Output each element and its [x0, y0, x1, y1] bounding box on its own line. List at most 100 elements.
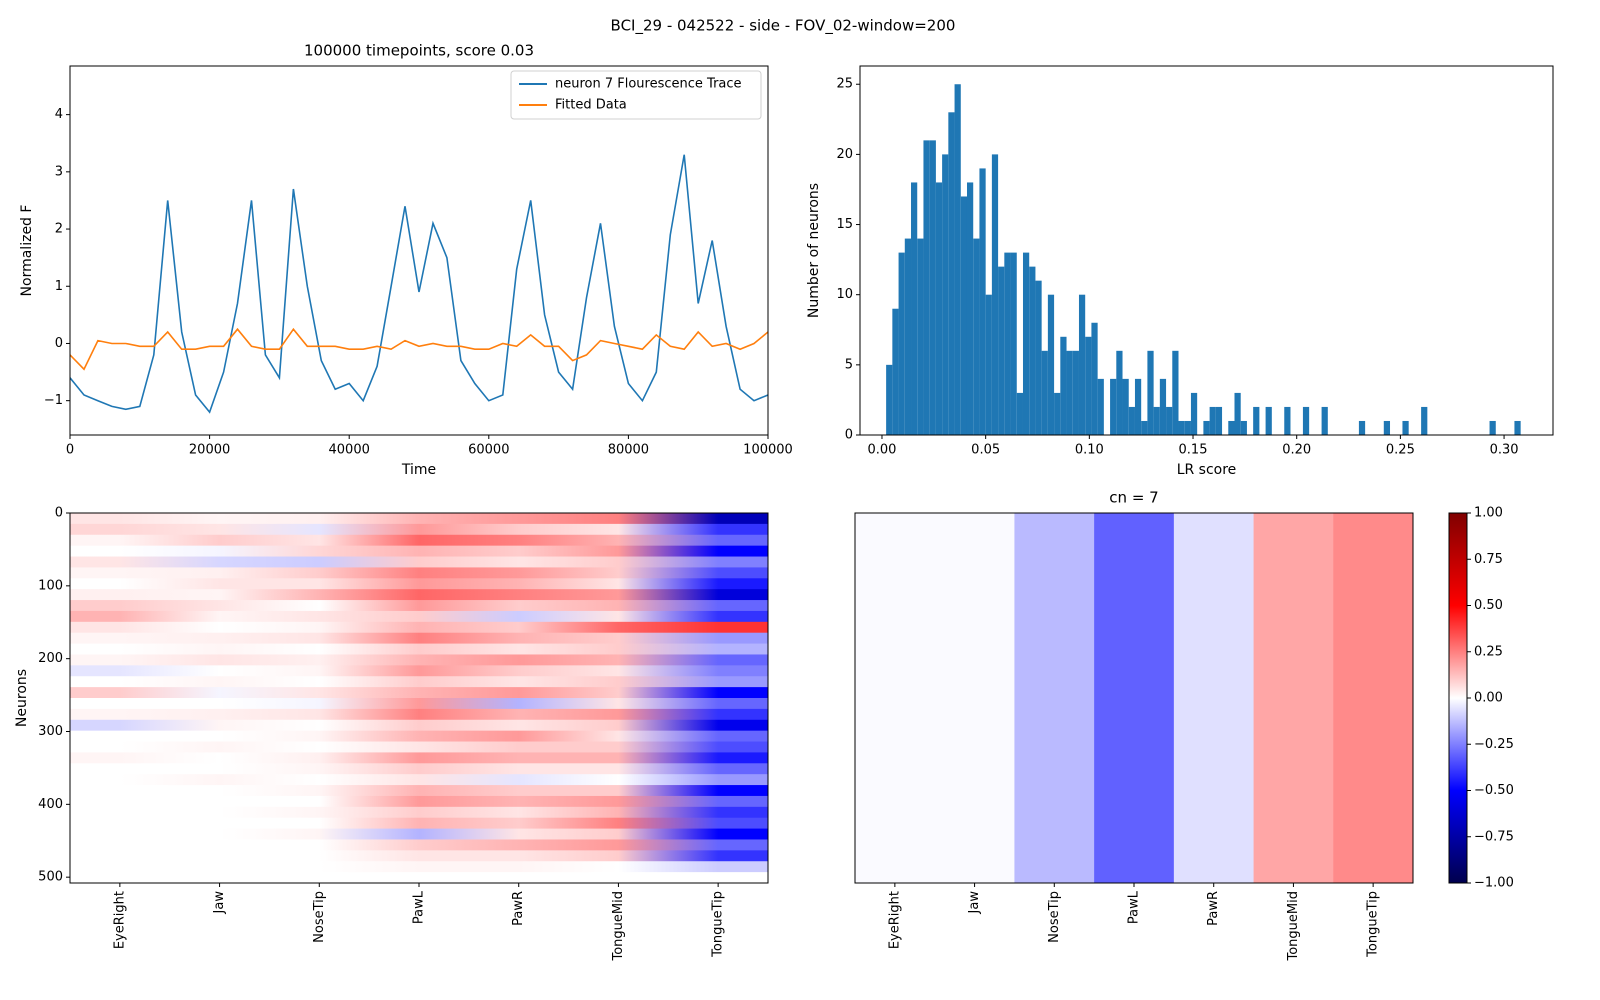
x-tick-label: PawL: [412, 890, 427, 924]
x-tick-label: 20000: [189, 443, 230, 458]
bar: [898, 252, 905, 435]
y-tick-label: 3: [55, 164, 63, 179]
heatmap-row: [70, 665, 768, 677]
bar: [985, 294, 992, 435]
bar: [948, 112, 955, 435]
y-tick-label: 400: [38, 797, 63, 812]
bar: [929, 140, 936, 436]
legend-label: Fitted Data: [555, 98, 627, 113]
bar: [1134, 378, 1142, 435]
heatmap-row: [70, 752, 768, 764]
heatmap-row: [70, 621, 768, 634]
bar: [1072, 350, 1079, 435]
x-axis-label: LR score: [1177, 462, 1237, 478]
colorbar-tick-label: −0.75: [1474, 829, 1514, 844]
bar: [1184, 420, 1191, 435]
heatmap-row: [70, 872, 768, 884]
heatmap-cell: [934, 513, 1015, 883]
heatmap-row: [70, 556, 768, 568]
x-tick-label: 0.15: [1179, 443, 1208, 458]
x-tick-label: 100000: [743, 443, 793, 458]
x-tick-label: 0.25: [1386, 443, 1415, 458]
x-tick-label: 80000: [608, 443, 649, 458]
bar: [917, 238, 924, 435]
heatmap-row: [70, 850, 768, 862]
colorbar-tick-label: 0.00: [1474, 691, 1503, 706]
bar: [1203, 420, 1210, 435]
x-tick-label: PawL: [1127, 890, 1142, 924]
heatmap-cell: [1094, 513, 1175, 883]
heatmap-row: [70, 806, 768, 819]
bar: [1209, 406, 1216, 435]
heatmap-row: [70, 687, 768, 699]
bar: [1265, 406, 1272, 435]
bar: [886, 364, 893, 435]
colorbar: [1449, 513, 1467, 883]
colorbar-tick-label: 0.25: [1474, 644, 1503, 659]
bar: [1128, 406, 1135, 435]
axes-title: 100000 timepoints, score 0.03: [304, 42, 534, 60]
bar: [1421, 406, 1428, 435]
bar: [954, 84, 961, 436]
heatmap-row: [70, 654, 768, 666]
y-tick-label: 0: [55, 336, 63, 351]
bar: [1078, 294, 1086, 435]
bar: [979, 168, 986, 435]
series-line: [70, 327, 768, 371]
bar: [1321, 406, 1328, 435]
bar: [1029, 266, 1036, 435]
x-tick-label: PawR: [511, 891, 526, 926]
heatmap-cell: [1173, 513, 1254, 883]
heatmap-row: [70, 643, 768, 655]
bar: [1215, 406, 1223, 435]
heatmap-row: [70, 741, 768, 753]
axes-frame: [1448, 512, 1468, 884]
bar: [1041, 350, 1048, 435]
colorbar-tick-label: 0.75: [1474, 552, 1503, 567]
x-tick-label: 0.10: [1075, 443, 1104, 458]
bar: [1004, 252, 1011, 435]
bar: [1141, 420, 1148, 435]
heatmap-row: [70, 600, 768, 612]
y-tick-label: 300: [38, 724, 63, 739]
x-tick-label: EyeRight: [887, 891, 902, 949]
bar: [1178, 420, 1185, 435]
bar: [1016, 392, 1023, 435]
bar: [1060, 336, 1067, 435]
x-tick-label: TongueMid: [1286, 891, 1301, 962]
heatmap-row: [70, 730, 768, 743]
y-axis-label: Number of neurons: [806, 183, 822, 318]
bar: [1489, 420, 1496, 435]
legend-box: [510, 70, 762, 120]
heatmap-row: [70, 545, 768, 558]
y-tick-label: 20: [836, 147, 853, 162]
heatmap-row: [70, 828, 768, 840]
x-tick-label: 40000: [329, 443, 370, 458]
bar: [1035, 280, 1042, 435]
y-axis-label: Normalized F: [19, 205, 35, 297]
y-tick-label: 2: [55, 222, 63, 237]
bar: [991, 154, 999, 435]
axes-frame: [69, 65, 769, 436]
colorbar-tick-label: −0.25: [1474, 737, 1514, 752]
heatmap-row: [70, 534, 768, 547]
bar: [1153, 406, 1160, 435]
bar: [1147, 350, 1154, 435]
colorbar-tick-label: −0.50: [1474, 783, 1514, 798]
bar: [911, 182, 918, 435]
bar: [923, 140, 930, 436]
heatmap-row: [70, 763, 768, 775]
bar: [966, 182, 974, 435]
heatmap-row: [70, 795, 768, 808]
bar: [1166, 406, 1173, 435]
bar: [1228, 420, 1235, 435]
bar: [960, 196, 967, 435]
axes-frame: [69, 512, 769, 884]
bar: [1402, 420, 1409, 435]
bar: [1514, 420, 1521, 435]
bar: [1122, 378, 1129, 435]
y-tick-label: 100: [38, 578, 63, 593]
heatmap-row: [70, 785, 768, 797]
y-tick-label: 0: [845, 428, 853, 443]
